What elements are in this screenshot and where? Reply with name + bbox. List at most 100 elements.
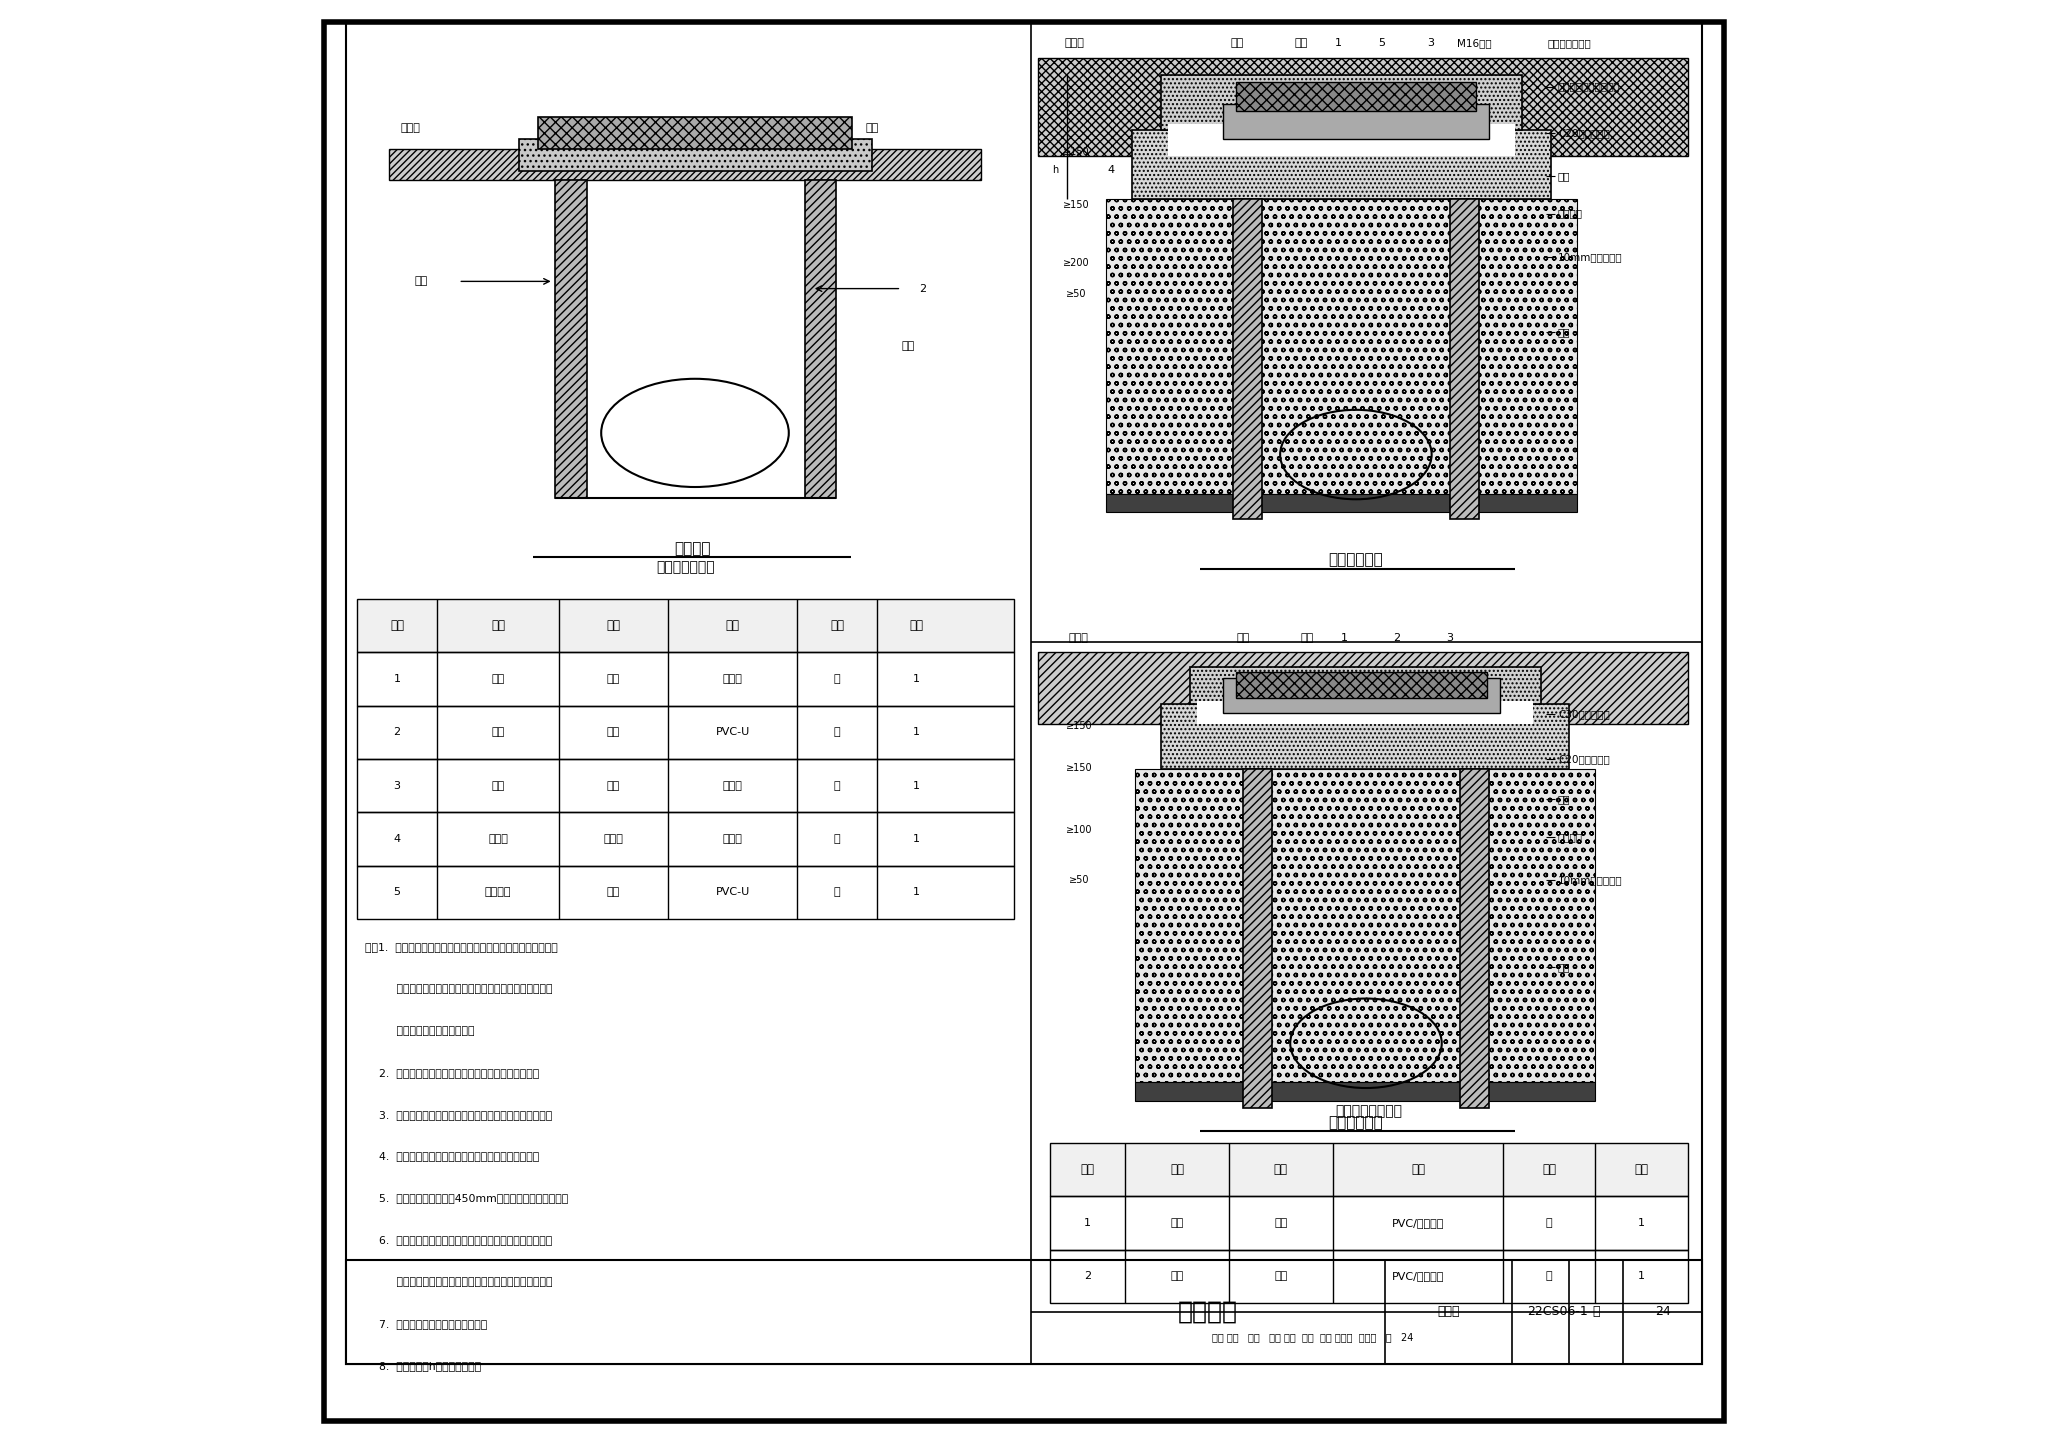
Text: 个: 个 bbox=[834, 674, 840, 684]
Text: 1: 1 bbox=[913, 674, 920, 684]
Bar bbox=[356, 652, 1014, 706]
Bar bbox=[356, 812, 1014, 866]
Bar bbox=[1237, 82, 1477, 111]
Text: 单位: 单位 bbox=[829, 619, 844, 632]
Text: 非分离式: 非分离式 bbox=[674, 541, 711, 556]
Text: 名称: 名称 bbox=[1169, 1163, 1184, 1176]
Bar bbox=[356, 599, 1014, 652]
Text: 井盖适用于人行道上安装。: 井盖适用于人行道上安装。 bbox=[365, 1026, 473, 1036]
Text: 详设计: 详设计 bbox=[723, 834, 743, 844]
Text: 审核 费喆   签钻   校对 王凯  王凯  设计 王委之  王委之   页   24: 审核 费喆 签钻 校对 王凯 王凯 设计 王委之 王委之 页 24 bbox=[1212, 1333, 1413, 1342]
Text: 检查井井盖适用于车行道上安装，分离式（二）检查井: 检查井井盖适用于车行道上安装，分离式（二）检查井 bbox=[365, 984, 553, 994]
Bar bbox=[1460, 769, 1489, 1108]
Text: ≥200: ≥200 bbox=[1063, 258, 1090, 267]
Text: 1: 1 bbox=[688, 124, 696, 133]
Bar bbox=[1051, 1250, 1688, 1303]
Text: PVC-U: PVC-U bbox=[715, 887, 750, 898]
Text: 2: 2 bbox=[1083, 1271, 1092, 1281]
Text: 3: 3 bbox=[1446, 633, 1454, 642]
Bar bbox=[539, 117, 852, 149]
Text: 2: 2 bbox=[393, 727, 401, 737]
Text: 规格: 规格 bbox=[1274, 1163, 1288, 1176]
Text: 单位: 单位 bbox=[1542, 1163, 1556, 1176]
Text: 4.  井盖安装应平整，并符合编制说明中的相关要求。: 4. 井盖安装应平整，并符合编制说明中的相关要求。 bbox=[365, 1152, 539, 1162]
Text: 1: 1 bbox=[1638, 1271, 1645, 1281]
Text: 挡圈: 挡圈 bbox=[1559, 795, 1571, 804]
Text: 井盖: 井盖 bbox=[758, 124, 770, 133]
Bar bbox=[1106, 199, 1577, 494]
Bar bbox=[1038, 58, 1688, 156]
Text: 页: 页 bbox=[1593, 1304, 1599, 1319]
Text: 材料: 材料 bbox=[725, 619, 739, 632]
Text: 5.  井筒外径大于或等于450mm时，应采用分离式井盖。: 5. 井筒外径大于或等于450mm时，应采用分离式井盖。 bbox=[365, 1193, 567, 1203]
Text: 盖座: 盖座 bbox=[1237, 633, 1249, 642]
Text: 盖座: 盖座 bbox=[866, 124, 879, 133]
Text: 防坠格板: 防坠格板 bbox=[485, 887, 512, 898]
Bar bbox=[1198, 701, 1534, 724]
Text: 6.  分离式（一）井盖内应安装防坠格板，分离式（二）井: 6. 分离式（一）井盖内应安装防坠格板，分离式（二）井 bbox=[365, 1235, 551, 1245]
Text: 见具体工程设计: 见具体工程设计 bbox=[1548, 39, 1591, 48]
Text: 详设计: 详设计 bbox=[723, 674, 743, 684]
Text: 数量: 数量 bbox=[909, 619, 924, 632]
Bar bbox=[1133, 130, 1550, 199]
Text: 个: 个 bbox=[834, 834, 840, 844]
Text: 3: 3 bbox=[393, 781, 401, 791]
Text: 分离式（二）: 分离式（二） bbox=[1329, 1115, 1382, 1130]
Text: 预制钢筋混凝土承压圈: 预制钢筋混凝土承压圈 bbox=[1559, 82, 1620, 91]
Text: 4: 4 bbox=[1108, 166, 1114, 175]
Bar bbox=[1051, 1143, 1688, 1196]
Bar bbox=[1161, 75, 1522, 130]
Text: 配套: 配套 bbox=[606, 727, 621, 737]
Text: 2: 2 bbox=[1393, 633, 1401, 642]
Text: ≥100: ≥100 bbox=[1065, 825, 1092, 834]
Text: C30混凝土井圈: C30混凝土井圈 bbox=[1559, 710, 1610, 719]
Text: ≥50: ≥50 bbox=[1065, 290, 1085, 299]
Bar bbox=[356, 706, 1014, 759]
Text: 1: 1 bbox=[913, 887, 920, 898]
Text: M16螺栓: M16螺栓 bbox=[1456, 39, 1491, 48]
Bar bbox=[1243, 769, 1272, 1108]
Text: 盖座: 盖座 bbox=[492, 781, 504, 791]
Text: 井盖安装: 井盖安装 bbox=[1178, 1300, 1237, 1323]
Text: 序号: 序号 bbox=[389, 619, 403, 632]
Text: 分离式井盖构件: 分离式井盖构件 bbox=[655, 560, 715, 574]
Text: 22CS06-1: 22CS06-1 bbox=[1528, 1304, 1589, 1319]
Text: 图集号: 图集号 bbox=[1438, 1304, 1460, 1319]
Text: 碎石垫层: 碎石垫层 bbox=[1559, 209, 1583, 218]
Text: 7.  承压圈应采用钢筋混凝土预制。: 7. 承压圈应采用钢筋混凝土预制。 bbox=[365, 1319, 487, 1329]
Text: 盖座: 盖座 bbox=[1169, 1271, 1184, 1281]
Text: 详设计: 详设计 bbox=[604, 834, 623, 844]
Bar bbox=[1223, 104, 1489, 139]
Text: 配套: 配套 bbox=[606, 887, 621, 898]
Text: 数量: 数量 bbox=[1634, 1163, 1649, 1176]
Text: 承压圈: 承压圈 bbox=[487, 834, 508, 844]
Text: ≥50: ≥50 bbox=[1069, 876, 1090, 885]
Text: 10mm厚沥青麻丝: 10mm厚沥青麻丝 bbox=[1559, 253, 1622, 261]
Bar bbox=[1038, 652, 1688, 724]
Text: 配套: 配套 bbox=[1274, 1271, 1288, 1281]
Text: 1: 1 bbox=[1638, 1218, 1645, 1228]
Text: 内盖: 内盖 bbox=[492, 727, 504, 737]
Text: 挡圈: 挡圈 bbox=[1559, 172, 1571, 180]
Text: 配套: 配套 bbox=[606, 674, 621, 684]
Text: 100~150: 100~150 bbox=[573, 124, 625, 133]
Text: ≥150: ≥150 bbox=[1063, 201, 1090, 209]
Text: 4: 4 bbox=[393, 834, 401, 844]
Text: 井盖: 井盖 bbox=[1169, 1218, 1184, 1228]
Text: PVC-U: PVC-U bbox=[715, 727, 750, 737]
Text: ≥150: ≥150 bbox=[1065, 763, 1092, 772]
Text: 10mm厚沥青麻丝: 10mm厚沥青麻丝 bbox=[1559, 876, 1622, 885]
Text: 个: 个 bbox=[834, 781, 840, 791]
Text: ≥150: ≥150 bbox=[1065, 722, 1092, 730]
Text: 个: 个 bbox=[1546, 1218, 1552, 1228]
Text: PVC/球墨铸铁: PVC/球墨铸铁 bbox=[1393, 1218, 1444, 1228]
Text: 非道路: 非道路 bbox=[401, 124, 420, 133]
Bar bbox=[555, 180, 588, 498]
Text: 1: 1 bbox=[1335, 39, 1341, 48]
Text: 盖座: 盖座 bbox=[1231, 39, 1245, 48]
Text: 井盖: 井盖 bbox=[1300, 633, 1313, 642]
Text: 个: 个 bbox=[834, 727, 840, 737]
Text: ≥150: ≥150 bbox=[1063, 147, 1090, 156]
Bar bbox=[1237, 672, 1487, 698]
Text: 5: 5 bbox=[1378, 39, 1384, 48]
